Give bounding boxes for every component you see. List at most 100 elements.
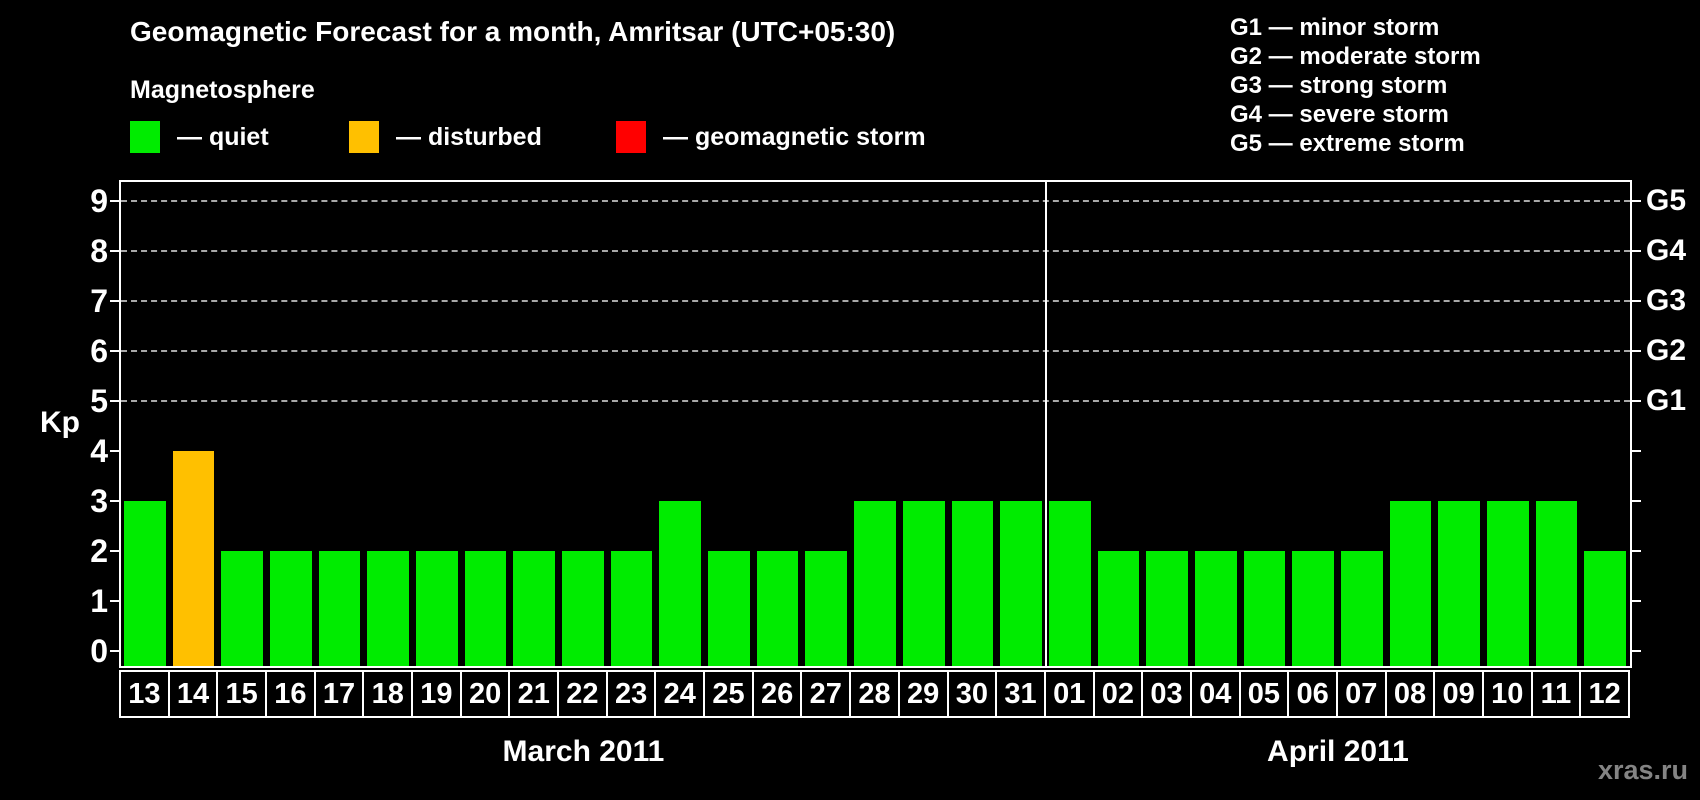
plot-area (119, 180, 1632, 668)
kp-bar-day-27 (805, 551, 848, 666)
right-tick-kp-5 (1632, 400, 1641, 402)
kp-bar-day-09 (1438, 501, 1480, 666)
right-axis-label-G3: G3 (1646, 284, 1687, 317)
legend-label-1: — disturbed (396, 122, 542, 151)
y-tick-label-3: 3 (90, 483, 108, 519)
day-box-28: 28 (849, 670, 900, 718)
day-box-10: 10 (1481, 670, 1533, 718)
right-tick-kp-4 (1632, 450, 1641, 452)
y-tick-label-1: 1 (90, 583, 108, 619)
day-box-03: 03 (1141, 670, 1192, 718)
kp-bar-day-11 (1535, 501, 1578, 666)
day-box-08: 08 (1384, 670, 1436, 718)
day-box-29: 29 (897, 670, 949, 718)
kp-bar-day-24 (659, 501, 702, 666)
kp-bar-day-08 (1389, 501, 1432, 666)
gridline-kp-9 (121, 200, 1630, 202)
month-separator (1044, 182, 1047, 666)
legend-label-2: — geomagnetic storm (663, 122, 926, 151)
storm-legend-line-4: G5 — extreme storm (1230, 130, 1465, 157)
storm-scale-legend: G1 — minor storm G2 — moderate storm G3 — … (1230, 13, 1481, 158)
storm-legend-line-0: G1 — minor storm (1230, 14, 1440, 41)
month-label-0: March 2011 (502, 735, 665, 768)
left-tick-kp-9 (110, 200, 119, 202)
day-box-26: 26 (751, 670, 803, 718)
day-box-22: 22 (557, 670, 608, 718)
right-axis-label-G1: G1 (1646, 384, 1687, 417)
y-tick-label-9: 9 (90, 183, 108, 219)
kp-bar-day-28 (854, 501, 896, 666)
day-box-11: 11 (1530, 670, 1582, 718)
left-tick-kp-6 (110, 350, 119, 352)
day-box-07: 07 (1335, 670, 1387, 718)
day-box-12: 12 (1579, 670, 1630, 718)
legend-swatch-0 (130, 121, 160, 153)
right-tick-kp-9 (1632, 200, 1641, 202)
day-box-19: 19 (411, 670, 462, 718)
kp-bar-day-02 (1097, 551, 1140, 666)
magnetosphere-legend-title: Magnetosphere (130, 76, 315, 104)
y-tick-label-5: 5 (90, 383, 108, 419)
y-tick-label-4: 4 (90, 433, 108, 469)
day-box-14: 14 (167, 670, 219, 718)
legend-item-1: — disturbed (349, 121, 542, 153)
y-tick-label-0: 0 (90, 633, 108, 669)
y-tick-label-7: 7 (90, 283, 108, 319)
kp-bar-day-25 (708, 551, 750, 666)
right-tick-kp-0 (1632, 650, 1641, 652)
kp-bar-day-17 (318, 551, 361, 666)
y-tick-label-8: 8 (90, 233, 108, 269)
kp-bar-day-19 (416, 551, 458, 666)
right-tick-kp-2 (1632, 550, 1641, 552)
watermark: xras.ru (1597, 755, 1688, 785)
chart-title: Geomagnetic Forecast for a month, Amrits… (130, 16, 896, 47)
gridline-kp-8 (121, 250, 1630, 252)
left-tick-kp-7 (110, 300, 119, 302)
kp-bar-day-06 (1292, 551, 1334, 666)
gridline-kp-6 (121, 350, 1630, 352)
day-box-02: 02 (1092, 670, 1144, 718)
kp-bar-day-21 (513, 551, 556, 666)
left-tick-kp-2 (110, 550, 119, 552)
kp-bar-day-04 (1194, 551, 1237, 666)
right-axis-label-G2: G2 (1646, 334, 1687, 367)
left-tick-kp-1 (110, 600, 119, 602)
kp-bar-day-03 (1146, 551, 1188, 666)
kp-bar-day-07 (1340, 551, 1383, 666)
kp-bar-day-29 (902, 501, 945, 666)
day-box-25: 25 (703, 670, 754, 718)
right-axis-label-G5: G5 (1646, 184, 1687, 217)
left-tick-kp-4 (110, 450, 119, 452)
kp-bar-day-12 (1584, 551, 1626, 666)
right-tick-kp-8 (1632, 250, 1641, 252)
storm-legend-line-2: G3 — strong storm (1230, 72, 1448, 99)
day-box-23: 23 (605, 670, 657, 718)
kp-bar-day-26 (756, 551, 799, 666)
left-tick-kp-5 (110, 400, 119, 402)
kp-bar-day-20 (464, 551, 507, 666)
day-box-24: 24 (654, 670, 706, 718)
kp-bar-day-13 (124, 501, 166, 666)
kp-bar-day-16 (270, 551, 312, 666)
day-box-30: 30 (946, 670, 998, 718)
right-tick-kp-7 (1632, 300, 1641, 302)
day-box-16: 16 (265, 670, 316, 718)
day-box-13: 13 (119, 670, 170, 718)
day-box-01: 01 (1043, 670, 1095, 718)
legend-swatch-1 (349, 121, 379, 153)
day-box-05: 05 (1238, 670, 1290, 718)
kp-bar-day-18 (367, 551, 410, 666)
gridline-kp-5 (121, 400, 1630, 402)
kp-bar-day-23 (610, 551, 653, 666)
storm-legend-line-1: G2 — moderate storm (1230, 43, 1481, 70)
right-axis-label-G4: G4 (1646, 234, 1687, 267)
kp-bar-day-05 (1243, 551, 1286, 666)
left-tick-kp-8 (110, 250, 119, 252)
kp-bar-day-01 (1048, 501, 1091, 666)
left-tick-kp-3 (110, 500, 119, 502)
day-box-31: 31 (995, 670, 1046, 718)
right-tick-kp-6 (1632, 350, 1641, 352)
day-box-21: 21 (508, 670, 560, 718)
legend-label-0: — quiet (177, 122, 269, 151)
right-tick-kp-3 (1632, 500, 1641, 502)
